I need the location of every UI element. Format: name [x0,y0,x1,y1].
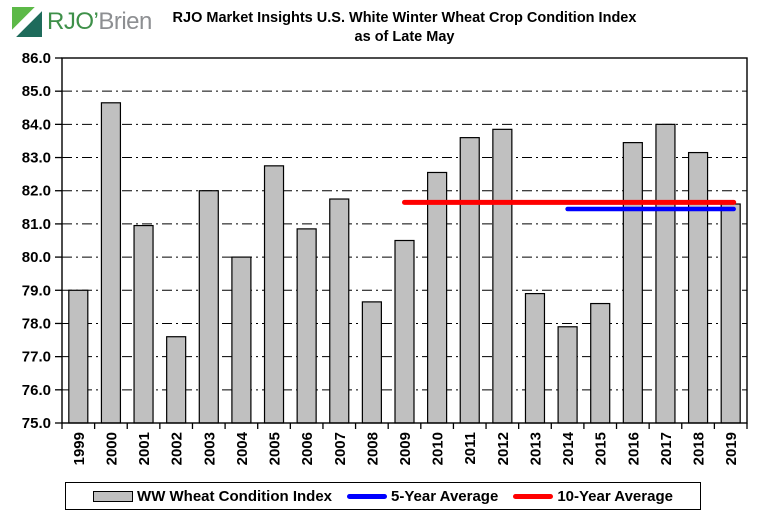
legend-5yr-label: 5-Year Average [391,487,499,505]
x-tick-label-2000: 2000 [103,432,120,465]
y-tick-label: 86.0 [22,50,51,67]
bar-2006 [296,228,317,424]
legend-bar-label: WW Wheat Condition Index [137,487,333,505]
chart-title: RJO Market Insights U.S. White Winter Wh… [62,9,747,47]
y-tick-label: 75.0 [22,415,51,432]
x-tick-label-1999: 1999 [71,432,88,465]
bar-2011 [459,137,480,424]
x-tick-label-2010: 2010 [430,432,447,465]
legend-blue-line-icon [347,493,388,499]
logo-text-brien: Brien [98,8,152,35]
x-tick-label-2002: 2002 [169,432,186,465]
x-tick-label-2003: 2003 [201,432,218,465]
x-tick-label-2004: 2004 [234,431,251,465]
x-tick-label-2007: 2007 [332,432,349,465]
logo-text-apostrophe: ’ [93,8,99,35]
x-tick-label-2018: 2018 [691,432,708,465]
x-tick-label-2016: 2016 [625,432,642,465]
bar-2019 [720,203,741,424]
x-tick-label-2013: 2013 [527,432,544,465]
legend-red-line-icon [513,493,554,499]
bar-2008 [361,301,382,424]
chart-title-line2: as of Late May [354,29,455,45]
bar-2013 [524,292,546,424]
legend-10yr-label: 10-Year Average [557,487,673,505]
bar-2018 [687,151,709,424]
x-tick-label-2012: 2012 [495,432,512,465]
legend-bar-swatch-icon [93,490,134,502]
y-tick-label: 78.0 [22,315,51,332]
x-tick-label-2005: 2005 [267,432,284,465]
legend-item-bar: WW Wheat Condition Index [93,488,332,505]
chart-legend: WW Wheat Condition Index 5-Year Average … [65,482,701,510]
y-tick-label: 85.0 [22,83,51,100]
bar-2015 [590,302,611,424]
logo-green-triangle [12,7,35,30]
bar-2003 [198,190,219,424]
rjo-brien-logo: RJO’Brien [12,7,152,37]
bar-2012 [492,128,513,424]
bar-2001 [133,224,154,424]
y-tick-label: 80.0 [22,249,51,266]
x-tick-label-2008: 2008 [364,432,381,465]
x-tick-label-2011: 2011 [462,432,479,465]
logo-text-rjo: RJO [47,8,94,35]
y-tick-label: 81.0 [22,216,51,233]
logo-text: RJO’Brien [47,8,152,36]
bar-2000 [100,102,122,424]
x-tick-label-2014: 2014 [560,431,577,465]
y-tick-label: 79.0 [22,282,51,299]
x-tick-label-2006: 2006 [299,432,316,465]
bar-2005 [263,165,285,424]
bar-2002 [166,336,187,424]
bar-2004 [231,256,252,424]
x-tick-label-2001: 2001 [136,432,153,465]
bar-1999 [68,289,89,424]
rjo-brien-logo-icon [12,7,42,37]
x-tick-label-2017: 2017 [658,432,675,465]
legend-item-10yr: 10-Year Average [513,488,673,505]
bar-2017 [655,123,676,424]
y-tick-label: 77.0 [22,349,51,366]
bar-2009 [394,239,415,424]
x-tick-label-2019: 2019 [723,432,740,465]
bar-2010 [427,171,448,424]
x-tick-label-2009: 2009 [397,432,414,465]
x-tick-label-2015: 2015 [593,432,610,465]
bar-2007 [329,198,350,424]
chart-title-line1: RJO Market Insights U.S. White Winter Wh… [172,10,637,26]
bar-2016 [622,142,643,424]
y-tick-label: 84.0 [22,116,51,133]
y-tick-label: 83.0 [22,150,51,167]
bar-2014 [557,326,578,424]
y-tick-label: 76.0 [22,382,51,399]
y-tick-label: 82.0 [22,183,51,200]
plot-border [61,57,748,424]
legend-item-5yr: 5-Year Average [347,488,498,505]
